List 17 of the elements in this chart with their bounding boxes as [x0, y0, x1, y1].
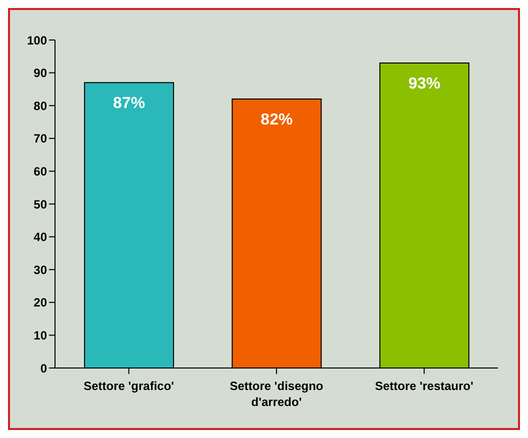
y-tick-label: 60 [34, 164, 48, 178]
y-tick-label: 20 [34, 296, 48, 310]
y-tick-label: 10 [34, 328, 48, 342]
y-tick-label: 100 [26, 33, 48, 48]
y-tick-label: 0 [40, 361, 48, 376]
y-tick-label: 70 [34, 132, 48, 146]
y-tick-label: 50 [34, 197, 48, 212]
y-tick-label: 30 [34, 262, 48, 277]
y-tick-label: 40 [34, 230, 48, 244]
y-tick-label: 80 [34, 98, 48, 113]
x-tick-label: Settore 'restauro' [374, 379, 474, 393]
data-label: 87% [113, 95, 146, 112]
data-label: 93% [408, 75, 440, 92]
y-tick-label: 90 [34, 66, 48, 80]
x-tick-label: Settore 'grafico' [84, 379, 174, 393]
data-label: 82% [260, 111, 293, 128]
x-tick-label: Settore 'disegno d'arredo' [230, 379, 324, 409]
